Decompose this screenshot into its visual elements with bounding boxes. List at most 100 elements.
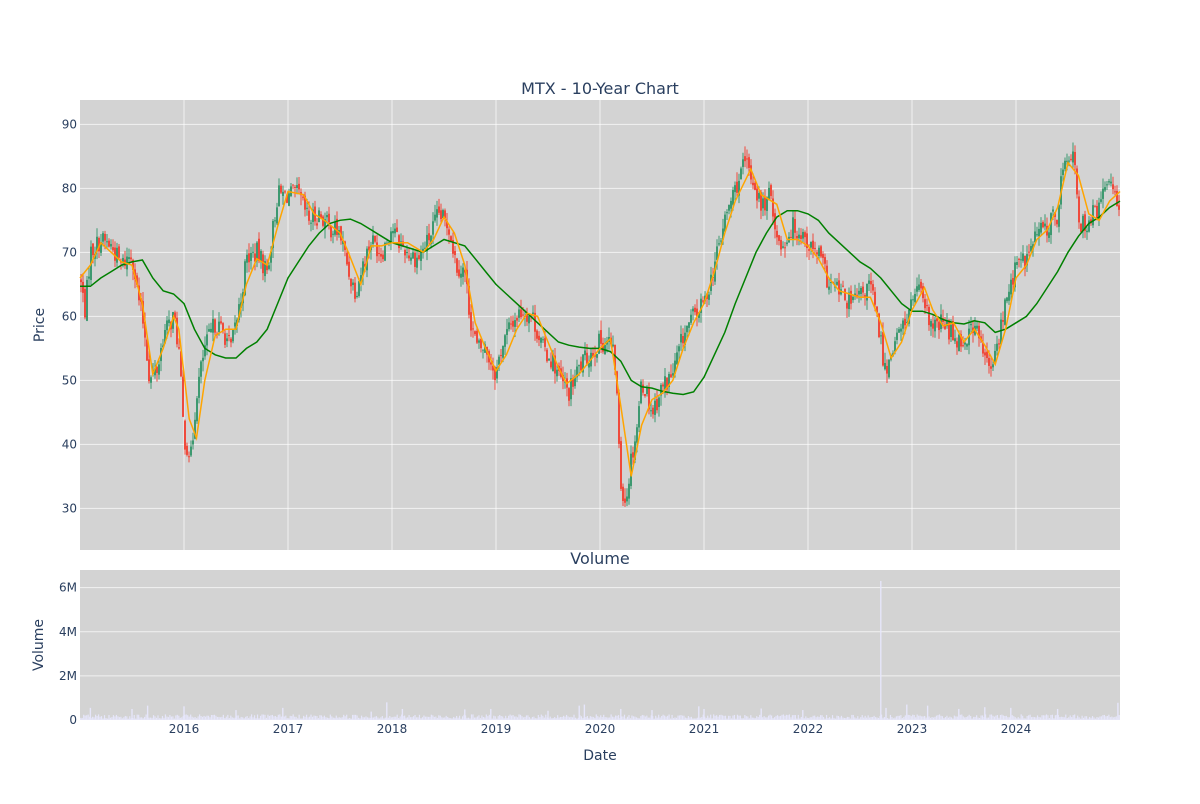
- volume-bar: [334, 717, 336, 720]
- volume-bar: [237, 715, 239, 720]
- candle-body: [232, 328, 234, 342]
- candle-body: [966, 344, 968, 347]
- volume-bar: [1035, 717, 1037, 720]
- volume-bar: [201, 716, 204, 720]
- volume-bar: [176, 714, 178, 720]
- volume-bar: [886, 718, 889, 720]
- volume-bar: [687, 716, 689, 720]
- candle-body: [304, 195, 306, 210]
- volume-bar: [1019, 718, 1021, 720]
- volume-bar: [402, 716, 404, 720]
- volume-bar: [482, 716, 484, 720]
- price-y-tick-label: 60: [62, 309, 77, 323]
- volume-bar: [937, 715, 939, 720]
- candle-body: [960, 334, 962, 347]
- candle-body: [614, 345, 616, 370]
- date-x-tick-label: 2016: [169, 722, 200, 736]
- volume-bar: [286, 718, 288, 720]
- volume-bar: [1041, 715, 1043, 720]
- volume-bar: [1013, 716, 1015, 720]
- volume-bar: [900, 715, 902, 720]
- candle-body: [482, 349, 484, 351]
- candle-body: [214, 319, 216, 333]
- volume-bar: [377, 717, 379, 720]
- candle-body: [328, 213, 330, 223]
- candle-body: [514, 320, 516, 327]
- candle-body: [526, 312, 528, 322]
- volume-bar: [109, 717, 112, 720]
- volume-bar: [248, 718, 250, 720]
- volume-bar: [720, 714, 722, 720]
- volume-bar: [574, 717, 577, 720]
- candle-body: [988, 357, 990, 366]
- volume-bar: [1085, 716, 1088, 720]
- volume-bar: [612, 716, 614, 720]
- candle-body: [128, 257, 130, 260]
- volume-bar: [1001, 714, 1003, 720]
- candle-body: [1038, 228, 1040, 237]
- volume-bar: [343, 714, 345, 720]
- volume-bar: [415, 717, 418, 720]
- candle-body: [678, 346, 680, 352]
- volume-bar: [986, 717, 988, 720]
- volume-bar: [919, 715, 921, 720]
- volume-bar: [350, 718, 352, 720]
- price-y-tick-label: 40: [62, 437, 77, 451]
- candle-body: [684, 332, 686, 345]
- volume-bar: [825, 714, 828, 720]
- volume-bar: [1063, 717, 1065, 720]
- candle-body: [92, 243, 94, 256]
- volume-bar: [778, 716, 780, 720]
- volume-bar: [89, 716, 91, 720]
- volume-bar: [750, 715, 752, 720]
- candle-body: [332, 233, 334, 235]
- candle-body: [808, 249, 810, 251]
- volume-bar: [545, 714, 547, 720]
- candle-body: [80, 279, 82, 283]
- candle-body: [498, 356, 500, 365]
- volume-bar: [880, 714, 883, 720]
- volume-bar: [408, 715, 410, 720]
- volume-bar: [135, 718, 137, 720]
- candle-body: [496, 367, 498, 379]
- candle-body: [844, 288, 846, 301]
- volume-bar: [424, 716, 427, 720]
- candle-body: [708, 294, 710, 300]
- volume-bar: [696, 717, 698, 720]
- volume-bar: [558, 717, 560, 720]
- volume-bar: [539, 717, 541, 720]
- candle-body: [1114, 191, 1116, 193]
- candle-body: [384, 242, 386, 261]
- volume-bar: [531, 716, 533, 720]
- volume-bar: [803, 718, 805, 720]
- candle-body: [1064, 160, 1066, 170]
- volume-bar: [191, 716, 193, 720]
- candle-body: [752, 182, 754, 186]
- candle-body: [478, 340, 480, 343]
- volume-bar: [84, 715, 86, 720]
- candle-body: [766, 197, 768, 211]
- candle-body: [644, 393, 646, 396]
- candle-body: [740, 168, 742, 180]
- volume-bar: [1059, 717, 1061, 720]
- volume-bar: [292, 714, 294, 720]
- candle-body: [688, 322, 690, 328]
- volume-bar: [325, 717, 327, 720]
- candle-body: [1100, 199, 1102, 202]
- candle-body: [902, 320, 904, 329]
- candle-body: [1116, 190, 1118, 206]
- volume-bar: [974, 716, 976, 720]
- candle-body: [546, 349, 548, 362]
- volume-bar: [515, 716, 517, 720]
- volume-bar: [472, 714, 474, 720]
- volume-bar: [152, 715, 155, 720]
- volume-bar: [620, 716, 623, 720]
- volume-y-tick-label: 4M: [59, 625, 77, 639]
- volume-bar: [87, 714, 89, 720]
- volume-bar: [204, 716, 207, 720]
- volume-bar: [429, 716, 431, 720]
- candle-body: [178, 347, 180, 349]
- candle-body: [374, 235, 376, 242]
- candle-body: [620, 441, 622, 489]
- candle-body: [108, 240, 110, 247]
